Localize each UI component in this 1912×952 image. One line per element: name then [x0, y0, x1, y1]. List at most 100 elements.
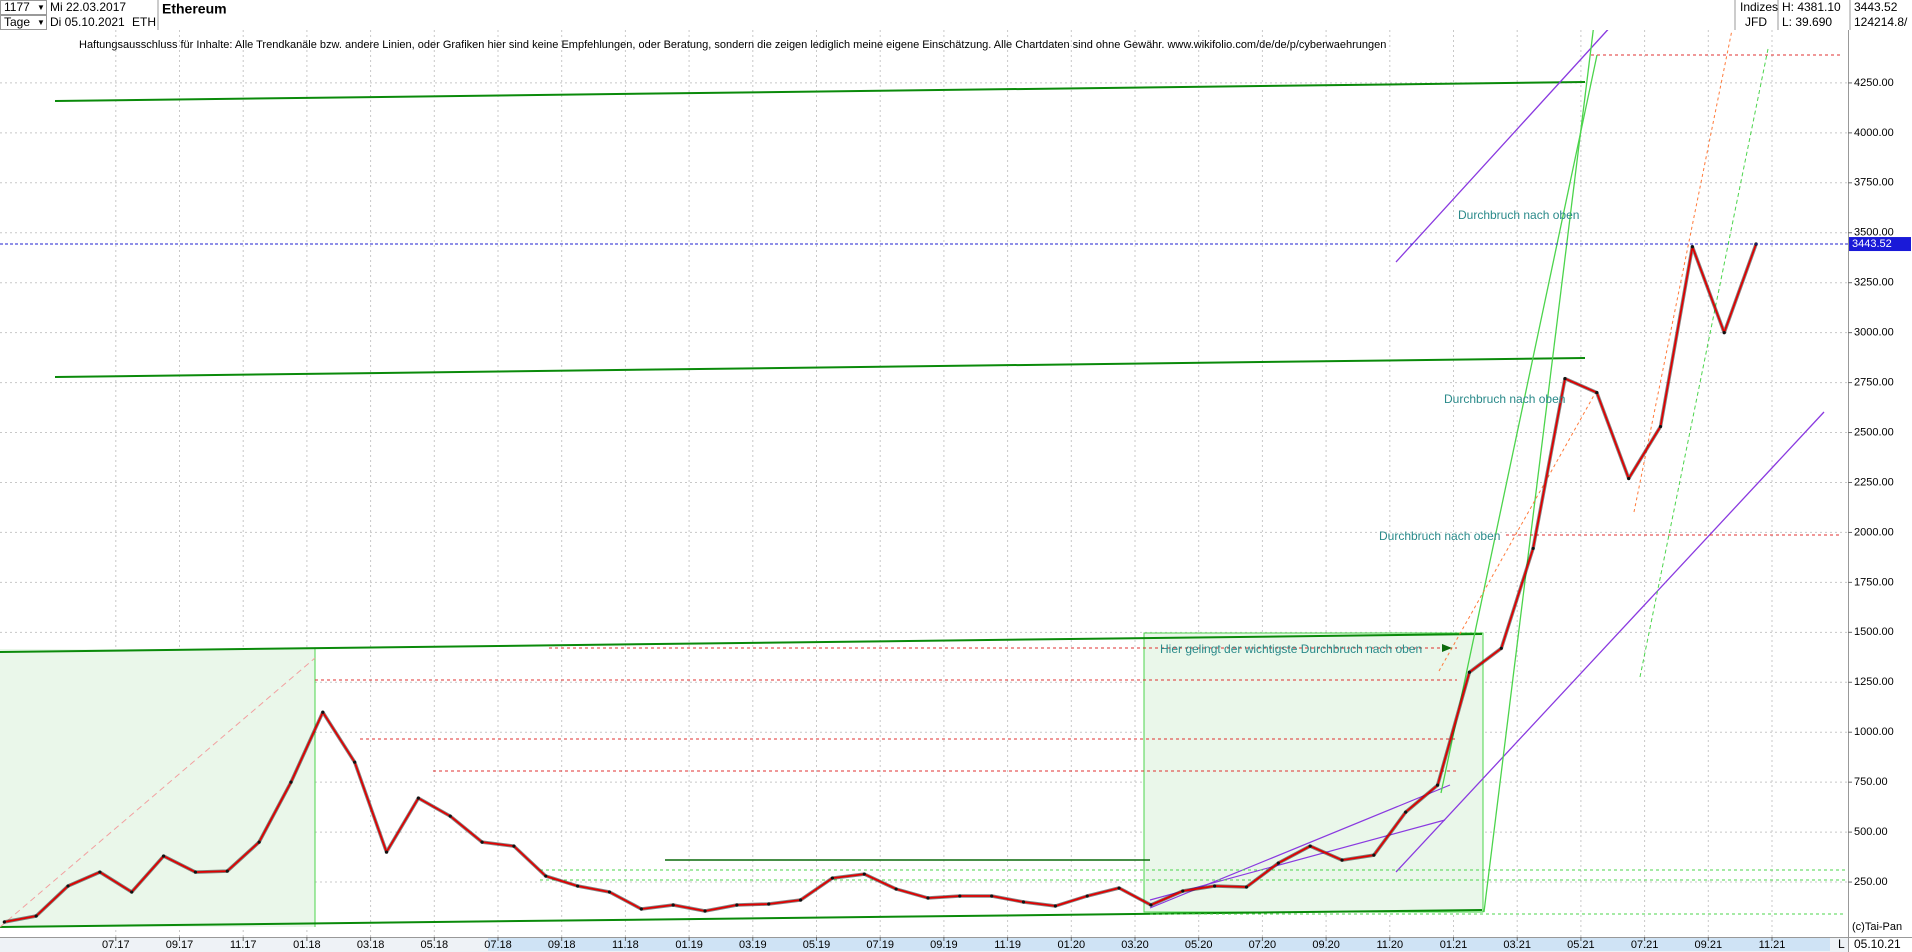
disclaimer: Haftungsausschluss für Inhalte: Alle Tre… [79, 39, 1386, 51]
x-tick-label: 01.18 [293, 939, 321, 951]
price-point [130, 890, 134, 894]
trend-line [0, 909, 1483, 928]
source: JFD [1745, 15, 1767, 29]
price-point [862, 872, 866, 876]
price-point [1563, 376, 1567, 381]
price-point [1085, 894, 1089, 898]
x-tick-label: 07.21 [1631, 939, 1659, 951]
x-tick-label: 03.19 [739, 939, 767, 951]
trend-line [1639, 48, 1769, 678]
trend-lines [0, 23, 1845, 928]
price-point [1435, 783, 1440, 787]
price-point [512, 844, 516, 848]
y-tick-label: 500.00 [1854, 826, 1888, 838]
y-tick-label: 4000.00 [1854, 127, 1894, 139]
price-point [1181, 889, 1185, 893]
trend-line [1440, 54, 1598, 794]
trend-line [1395, 411, 1825, 873]
x-tick-label: 07.18 [484, 939, 512, 951]
price-point [1244, 885, 1249, 889]
y-tick-label: 1250.00 [1854, 676, 1894, 688]
trend-line [1483, 23, 1595, 913]
x-tick-label: 05.20 [1185, 939, 1213, 951]
y-tick-label: 4250.00 [1854, 77, 1894, 89]
scale-mode[interactable]: L [1838, 937, 1845, 951]
header-box [0, 0, 47, 15]
annotation: Durchbruch nach oben [1458, 208, 1579, 222]
price-point [830, 876, 835, 880]
x-tick-label: 03.18 [357, 939, 385, 951]
price-point [448, 814, 452, 818]
x-tick-label: 11.20 [1376, 939, 1403, 951]
price-point [607, 890, 612, 894]
price-point [66, 884, 70, 888]
y-tick-label: 250.00 [1854, 876, 1888, 888]
price-point [1467, 670, 1472, 674]
price-point [926, 896, 930, 900]
price-point [703, 909, 707, 913]
price-point [98, 870, 102, 874]
x-tick-label: 11.17 [230, 939, 257, 951]
price-point [576, 884, 580, 888]
price-point [639, 907, 643, 911]
price-point [34, 914, 38, 918]
price-line [4, 243, 1757, 923]
trend-line [1633, 29, 1733, 513]
copyright: (c)Tai-Pan [1852, 921, 1902, 933]
price-point [289, 780, 293, 784]
axes: 250.00 500.00 750.00 1000.00 1250.00 1500.00 1… [102, 77, 1911, 951]
price-point [161, 854, 166, 858]
footer-date: 05.10.21 [1854, 937, 1901, 951]
x-tick-label: 05.21 [1567, 939, 1595, 951]
y-tick-label: 3500.00 [1854, 227, 1894, 239]
y-tick-label: 3000.00 [1854, 327, 1894, 339]
start-date: Mi 22.03.2017 [50, 0, 126, 14]
price-point [990, 894, 994, 898]
price-point [1595, 390, 1599, 395]
price-point [1213, 884, 1217, 888]
x-tick-label: 01.20 [1058, 939, 1086, 951]
bar-count[interactable]: 1177 [4, 0, 30, 14]
x-tick-label: 09.17 [166, 939, 194, 951]
price-point [1276, 861, 1280, 865]
last-price-tag [1849, 237, 1911, 252]
x-tick-label: 11.18 [612, 939, 639, 951]
price-point [1308, 844, 1312, 848]
y-tick-label: 2000.00 [1854, 526, 1894, 538]
high: H: 4381.10 [1782, 0, 1841, 14]
price-point [416, 796, 420, 800]
price-point [767, 902, 771, 906]
price-point [321, 710, 325, 714]
y-tick-label: 3250.00 [1854, 277, 1894, 289]
y-tick-label: 1500.00 [1854, 626, 1894, 638]
price-point [1149, 903, 1153, 907]
period[interactable]: Tage [4, 15, 30, 29]
x-tick-label: 07.19 [866, 939, 894, 951]
y-tick-label: 750.00 [1854, 776, 1888, 788]
x-tick-label: 09.20 [1312, 939, 1340, 951]
y-tick-label: 3750.00 [1854, 177, 1894, 189]
price-point [2, 920, 6, 924]
price-point [480, 840, 484, 844]
volume: 124214.8/ [1854, 15, 1908, 29]
x-tick-label: 05.19 [803, 939, 831, 951]
price-point [671, 903, 675, 907]
price-point [193, 870, 198, 874]
last-price: 3443.52 [1854, 0, 1898, 14]
trend-line [54, 81, 1586, 102]
price-point [735, 903, 739, 907]
dropdown-arrow: ▼ [37, 3, 45, 12]
y-tick-label: 2250.00 [1854, 476, 1894, 488]
y-tick-label: 1750.00 [1854, 576, 1894, 588]
x-tick-label: 09.21 [1695, 939, 1723, 951]
y-tick-label: 2500.00 [1854, 426, 1894, 438]
annotation: Durchbruch nach oben [1379, 529, 1500, 543]
x-tick-label: 11.21 [1759, 939, 1786, 951]
x-tick-label: 01.21 [1440, 939, 1468, 951]
x-tick-label: 09.19 [930, 939, 958, 951]
price-point [384, 850, 389, 854]
price-point [958, 894, 962, 898]
price-point [894, 887, 898, 891]
last-price-label: 3443.52 [1852, 238, 1892, 250]
